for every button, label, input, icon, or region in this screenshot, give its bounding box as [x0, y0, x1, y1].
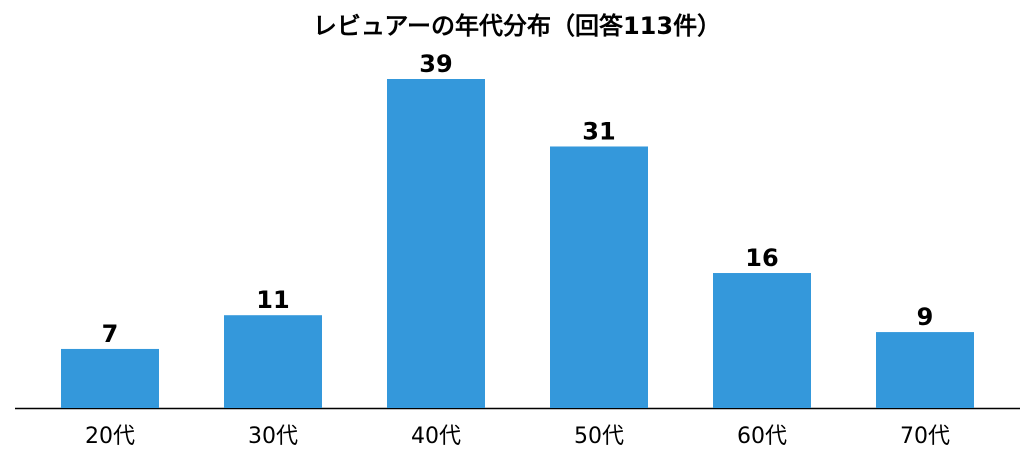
value-label: 9	[917, 303, 934, 331]
x-tick-label: 20代	[85, 424, 135, 449]
value-label: 16	[745, 244, 778, 272]
x-tick-label: 70代	[900, 424, 950, 449]
chart-title: レビュアーの年代分布（回答113件）	[313, 12, 721, 40]
value-label: 31	[582, 117, 615, 145]
value-label: 39	[419, 50, 452, 78]
value-label: 7	[102, 320, 119, 348]
x-tick-label: 40代	[411, 424, 461, 449]
bar	[550, 146, 648, 408]
x-tick-label: 50代	[574, 424, 624, 449]
bar	[876, 332, 974, 408]
bar	[224, 315, 322, 408]
value-label: 11	[256, 286, 289, 314]
bar	[61, 348, 159, 408]
bar	[713, 273, 811, 408]
x-tick-label: 30代	[248, 424, 298, 449]
bar	[387, 79, 485, 408]
x-tick-label: 60代	[737, 424, 787, 449]
